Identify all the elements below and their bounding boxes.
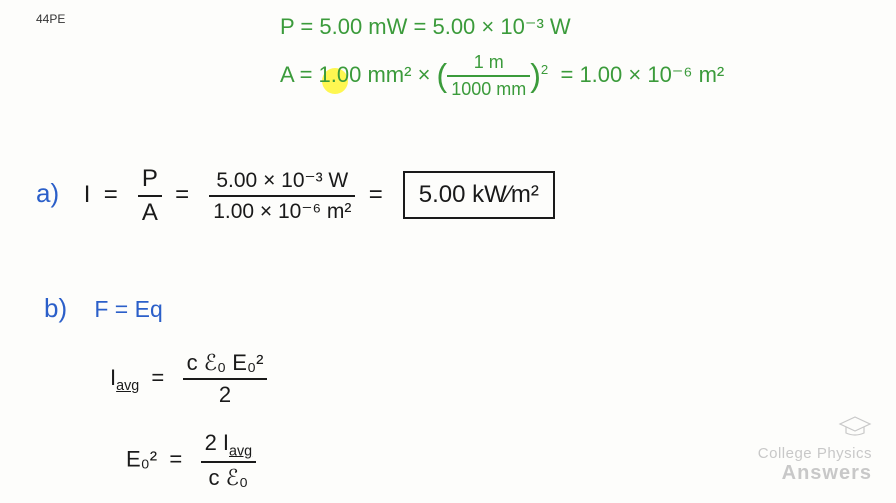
- part-a-equation: I = PA = 5.00 × 10⁻³ W1.00 × 10⁻⁶ m² = 5…: [84, 181, 555, 208]
- part-a: a) I = PA = 5.00 × 10⁻³ W1.00 × 10⁻⁶ m² …: [36, 165, 555, 227]
- problem-number: 44PE: [36, 12, 65, 26]
- watermark-logo: College Physics Answers: [758, 415, 872, 485]
- part-a-label: a): [36, 178, 59, 208]
- watermark-text-2: Answers: [758, 462, 872, 485]
- part-b: b) F = Eq: [44, 293, 163, 324]
- given-power: P = 5.00 mW = 5.00 × 10⁻³ W: [280, 14, 571, 40]
- part-a-answer: 5.00 kW∕m²: [403, 171, 555, 219]
- intensity-avg-eq: Iavg = c ℰ₀ E₀²2: [110, 350, 267, 408]
- given-area: A = 1.00 mm² × (1 m1000 mm)2 = 1.00 × 10…: [280, 52, 724, 100]
- graduation-cap-icon: [758, 415, 872, 443]
- watermark-text-1: College Physics: [758, 445, 872, 462]
- part-b-label: b): [44, 293, 67, 323]
- part-b-force-eq: F = Eq: [94, 296, 162, 322]
- e0-squared-eq: E₀² = 2 Iavgc ℰ₀: [126, 430, 256, 491]
